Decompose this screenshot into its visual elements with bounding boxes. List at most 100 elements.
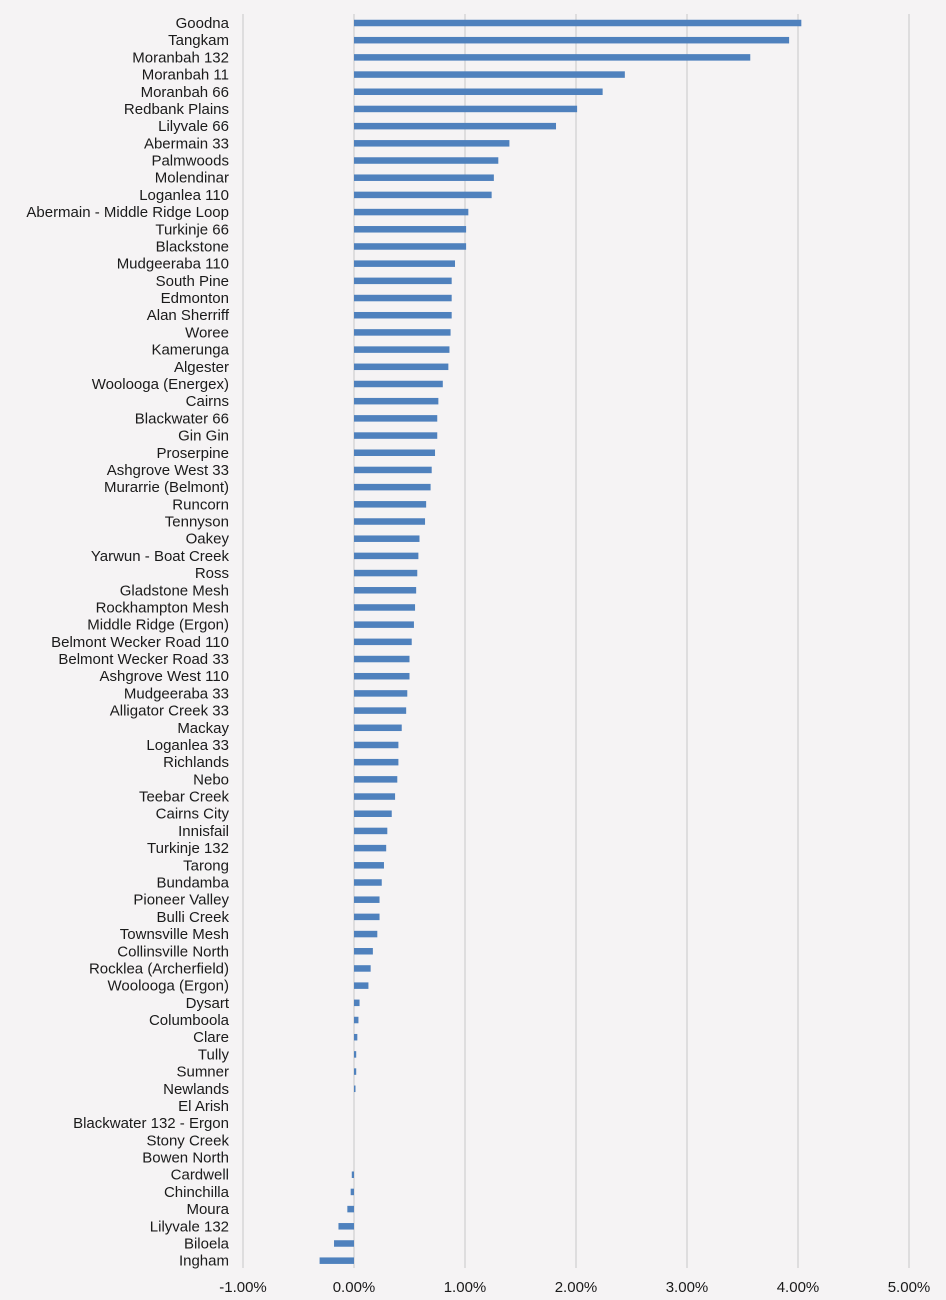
bar (354, 105, 578, 113)
bar (354, 690, 408, 697)
category-label: Innisfail (178, 823, 229, 840)
bar (354, 741, 399, 749)
category-label: Stony Creek (146, 1132, 229, 1149)
bar (354, 19, 802, 27)
category-label: Alan Sherriff (147, 307, 230, 324)
bar (354, 810, 392, 817)
category-label: Bundamba (156, 875, 229, 892)
category-label: Woolooga (Ergon) (108, 978, 229, 995)
bar (354, 930, 378, 938)
category-label: Turkinje 132 (147, 840, 229, 857)
category-label: Blackstone (156, 238, 229, 255)
bar (354, 140, 510, 147)
bar (354, 724, 402, 732)
category-label: Pioneer Valley (133, 892, 229, 909)
bar (354, 776, 398, 783)
bar (354, 604, 416, 611)
category-label: Dysart (186, 995, 230, 1012)
bar (354, 1033, 358, 1041)
category-label: Mackay (177, 720, 229, 737)
category-label: Molendinar (155, 170, 229, 187)
bar (354, 501, 427, 508)
category-label: Algester (174, 359, 229, 376)
category-label: Loganlea 33 (146, 737, 229, 754)
category-label: Biloela (184, 1235, 230, 1252)
category-label: Proserpine (156, 445, 229, 462)
category-label: Blackwater 66 (135, 410, 229, 427)
bar (354, 415, 438, 422)
category-label: Ashgrove West 110 (99, 668, 229, 685)
x-tick-label: 3.00% (666, 1279, 709, 1296)
category-label: Abermain 33 (144, 135, 229, 152)
category-label: Goodna (176, 15, 230, 32)
x-tick-label: 0.00% (333, 1279, 376, 1296)
bar (319, 1257, 354, 1264)
bar (354, 329, 451, 336)
bar (354, 655, 410, 663)
category-label: Columboola (149, 1012, 230, 1029)
category-label: Lilyvale 132 (150, 1218, 229, 1235)
category-label: Moura (186, 1201, 229, 1218)
bar (354, 71, 625, 78)
category-label: Redbank Plains (124, 101, 229, 118)
bar (354, 707, 407, 714)
bar (354, 466, 432, 474)
category-label: Tully (198, 1046, 230, 1063)
bar (354, 793, 396, 800)
bar (334, 1240, 354, 1247)
category-label: Runcorn (172, 496, 229, 513)
bar (354, 36, 790, 44)
x-tick-label: -1.00% (219, 1279, 267, 1296)
bar (354, 260, 456, 267)
category-label: Moranbah 11 (142, 67, 229, 84)
bar (354, 277, 452, 285)
bar (354, 243, 467, 250)
bar (354, 449, 436, 456)
category-label: Murarrie (Belmont) (104, 479, 229, 496)
category-label: Newlands (163, 1081, 229, 1098)
category-label: Oakey (186, 531, 230, 548)
category-label: Palmwoods (151, 153, 229, 170)
gridlines (242, 14, 910, 1268)
category-label: Abermain - Middle Ridge Loop (26, 204, 229, 221)
bar (354, 896, 380, 903)
bar (354, 827, 388, 835)
category-label: Yarwun - Boat Creek (91, 548, 230, 565)
category-label: Woree (185, 324, 229, 341)
bar (354, 1068, 357, 1075)
bar (351, 1171, 354, 1178)
bar (354, 621, 414, 628)
bar (354, 174, 494, 181)
category-label: Cairns (186, 393, 229, 410)
bar (354, 208, 469, 216)
bar (354, 432, 438, 439)
category-label: Gladstone Mesh (120, 582, 229, 599)
category-label: Teebar Creek (139, 789, 230, 806)
bar (354, 758, 399, 766)
bar (354, 1016, 359, 1024)
bar (354, 157, 499, 164)
bar (354, 191, 492, 199)
category-label: Loganlea 110 (139, 187, 229, 204)
x-tick-label: 4.00% (777, 1279, 820, 1296)
bar (354, 1085, 356, 1093)
bar (354, 638, 412, 646)
category-label: Bowen North (142, 1150, 229, 1167)
category-label: Cairns City (156, 806, 230, 823)
bar (354, 569, 418, 577)
category-label: Collinsville North (117, 943, 229, 960)
category-label: Kamerunga (151, 342, 229, 359)
category-label: Mudgeeraba 33 (124, 685, 229, 702)
category-label: Ashgrove West 33 (107, 462, 229, 479)
bar (354, 380, 443, 388)
category-label: Clare (193, 1029, 229, 1046)
bar (354, 999, 360, 1007)
x-axis-tick-labels: -1.00% 0.00% 1.00% 2.00% 3.00% 4.00% 5.00% (219, 1279, 930, 1296)
category-label: Tarong (183, 857, 229, 874)
bar (354, 483, 431, 491)
category-label: Tennyson (165, 514, 229, 531)
category-label: Ingham (179, 1253, 229, 1270)
category-label: Bulli Creek (156, 909, 229, 926)
x-tick-label: 5.00% (888, 1279, 931, 1296)
